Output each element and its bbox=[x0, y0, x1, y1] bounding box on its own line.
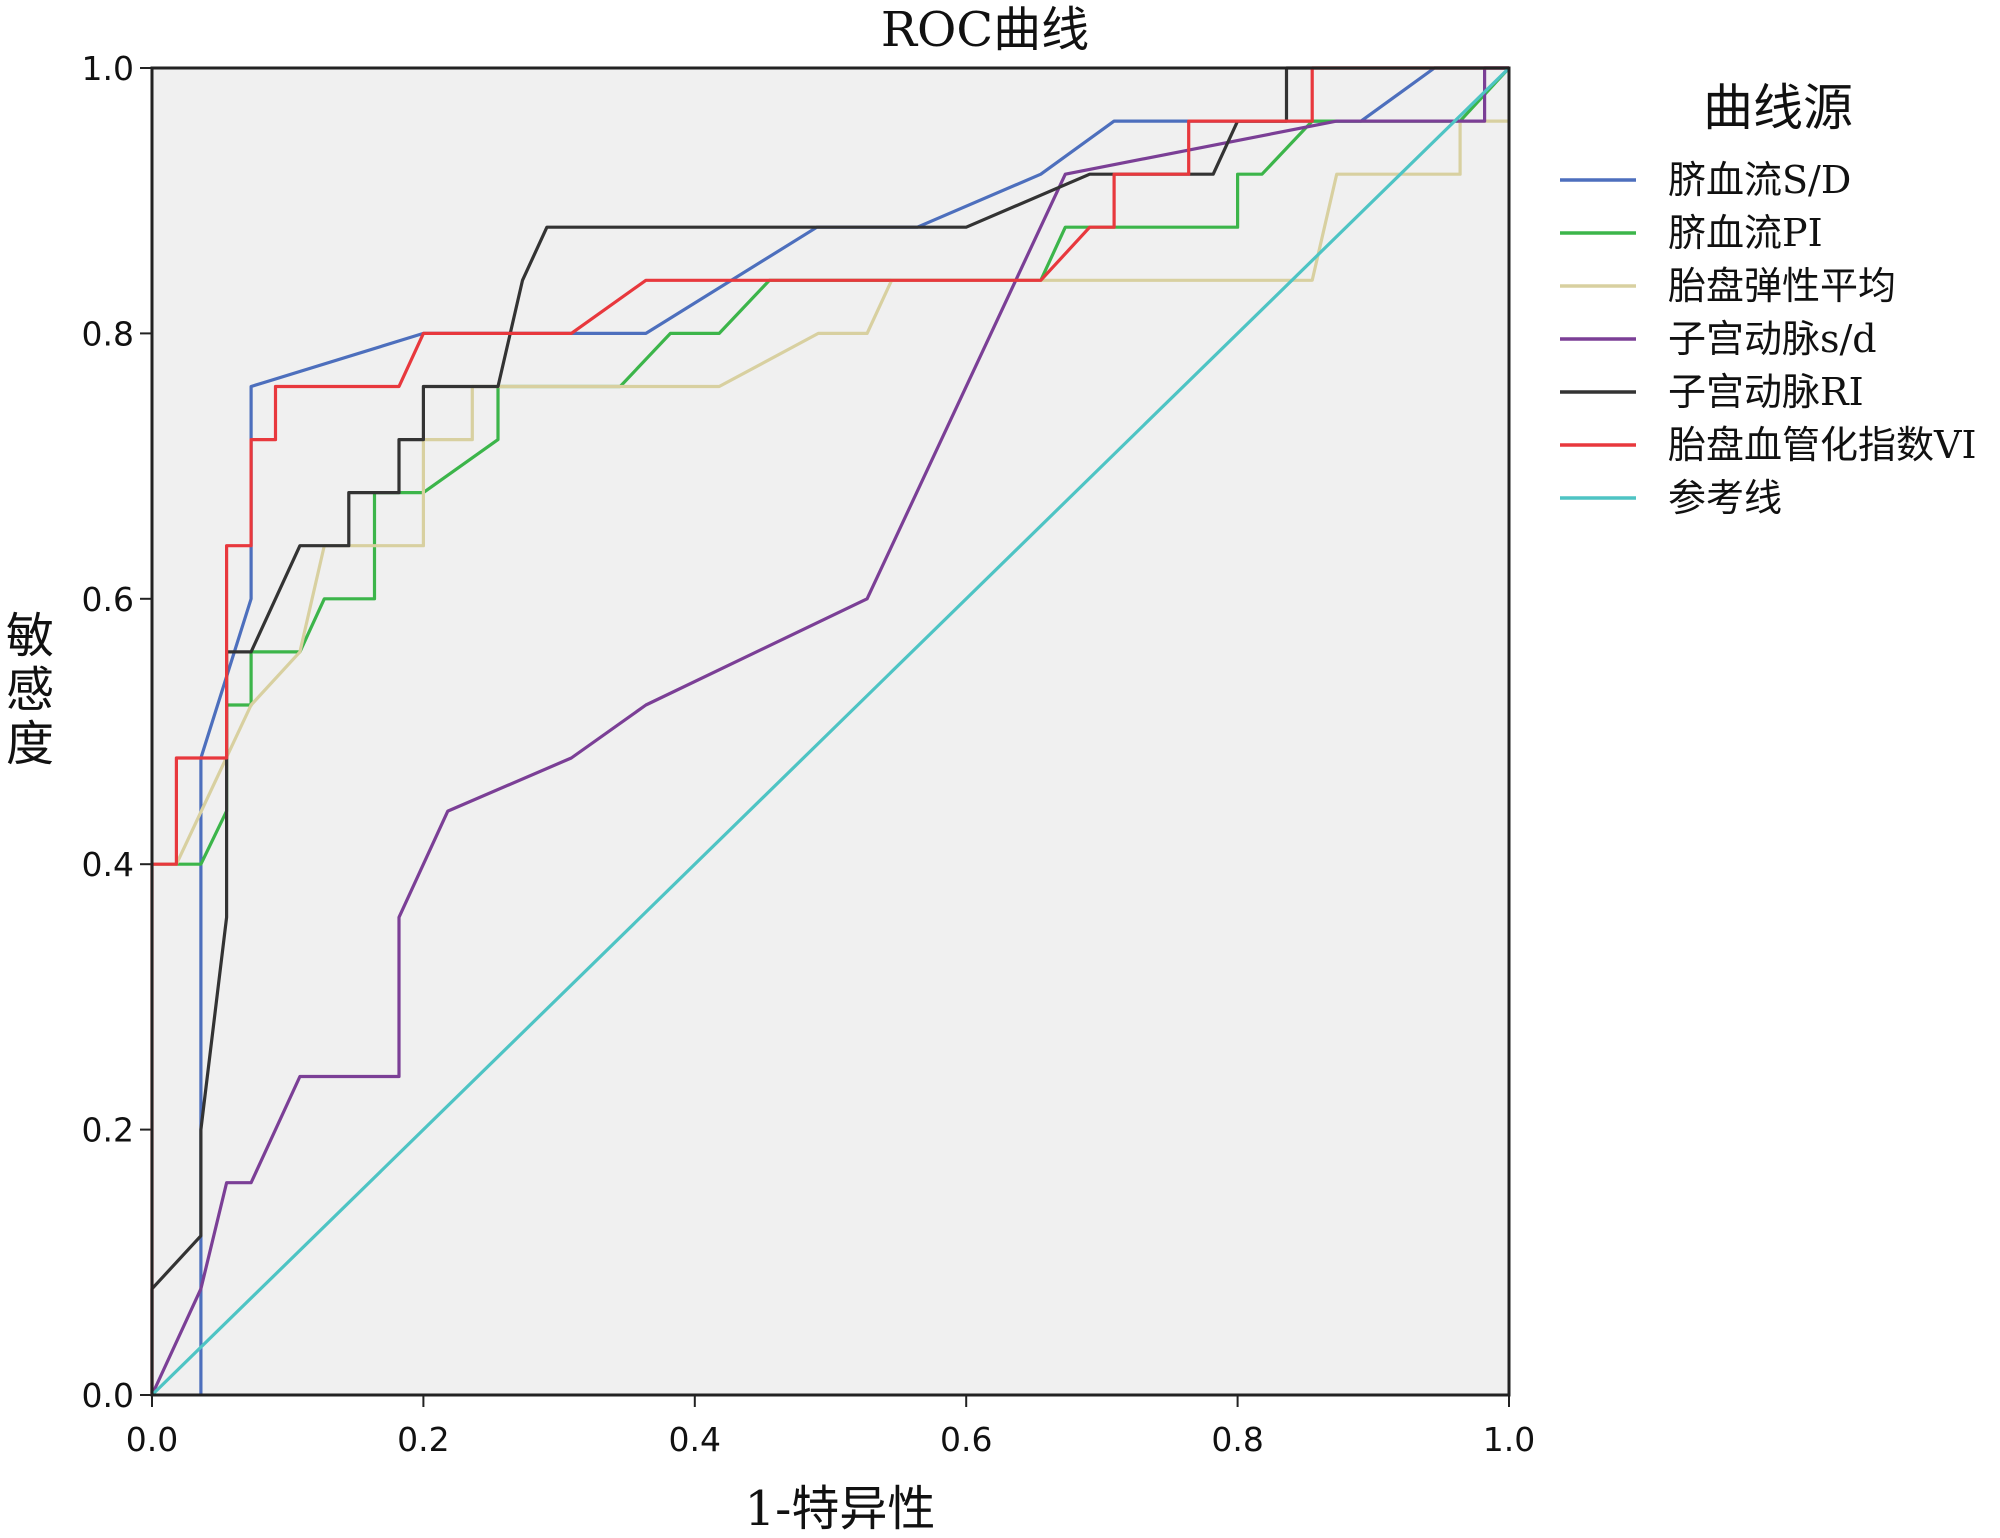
y-axis-label: 敏感度 bbox=[6, 608, 54, 772]
series-line-5 bbox=[150, 66, 1509, 1395]
y-tick-label: 1.0 bbox=[82, 49, 134, 88]
x-tick-label: 1.0 bbox=[1483, 1420, 1535, 1459]
y-axis-label-text: 敏感度 bbox=[6, 608, 54, 772]
y-tick-label: 0.8 bbox=[82, 314, 134, 353]
legend-label: 脐血流S/D bbox=[1668, 158, 1851, 202]
legend-label: 参考线 bbox=[1668, 476, 1782, 520]
x-tick-label: 0.6 bbox=[940, 1420, 992, 1459]
legend-label: 胎盘血管化指数VI bbox=[1668, 423, 1976, 467]
x-tick-label: 0.0 bbox=[126, 1420, 178, 1459]
plot-frame bbox=[150, 66, 1511, 1397]
legend-label: 子宫动脉RI bbox=[1668, 370, 1864, 414]
series-line-6 bbox=[150, 66, 1509, 1395]
series-line-4 bbox=[150, 66, 1509, 1396]
x-tick-label: 0.2 bbox=[397, 1420, 449, 1459]
x-tick-label: 0.8 bbox=[1211, 1420, 1263, 1459]
legend-label: 脐血流PI bbox=[1668, 211, 1823, 255]
series-line-3 bbox=[152, 119, 1509, 866]
y-tick-label: 0.0 bbox=[82, 1376, 134, 1415]
series-line-7 bbox=[150, 66, 1511, 1397]
y-tick-label: 0.6 bbox=[82, 580, 134, 619]
x-tick-label: 0.4 bbox=[669, 1420, 721, 1459]
legend-label: 子宫动脉s/d bbox=[1668, 317, 1877, 361]
chart-title: ROC曲线 bbox=[881, 2, 1089, 58]
y-axis: 0.0 0.2 0.4 0.6 0.8 1.0 bbox=[82, 49, 152, 1415]
y-tick-label: 0.4 bbox=[82, 845, 134, 884]
series-lines bbox=[150, 66, 1511, 1397]
legend-label: 胎盘弹性平均 bbox=[1668, 264, 1896, 308]
y-tick-label: 0.2 bbox=[82, 1111, 134, 1150]
x-axis-label: 1-特异性 bbox=[745, 1481, 936, 1537]
legend-title: 曲线源 bbox=[1703, 79, 1853, 137]
x-axis: 0.0 0.2 0.4 0.6 0.8 1.0 bbox=[126, 1395, 1535, 1459]
